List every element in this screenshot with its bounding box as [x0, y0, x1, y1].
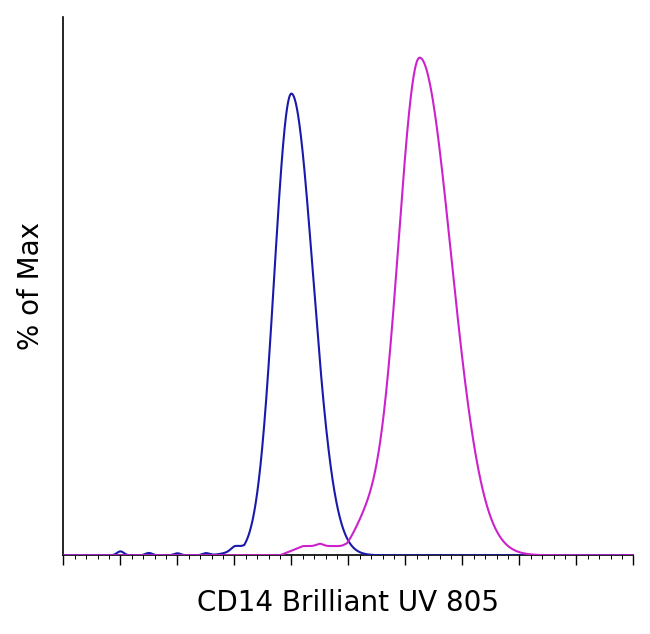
X-axis label: CD14 Brilliant UV 805: CD14 Brilliant UV 805: [198, 590, 499, 618]
Y-axis label: % of Max: % of Max: [17, 222, 45, 350]
